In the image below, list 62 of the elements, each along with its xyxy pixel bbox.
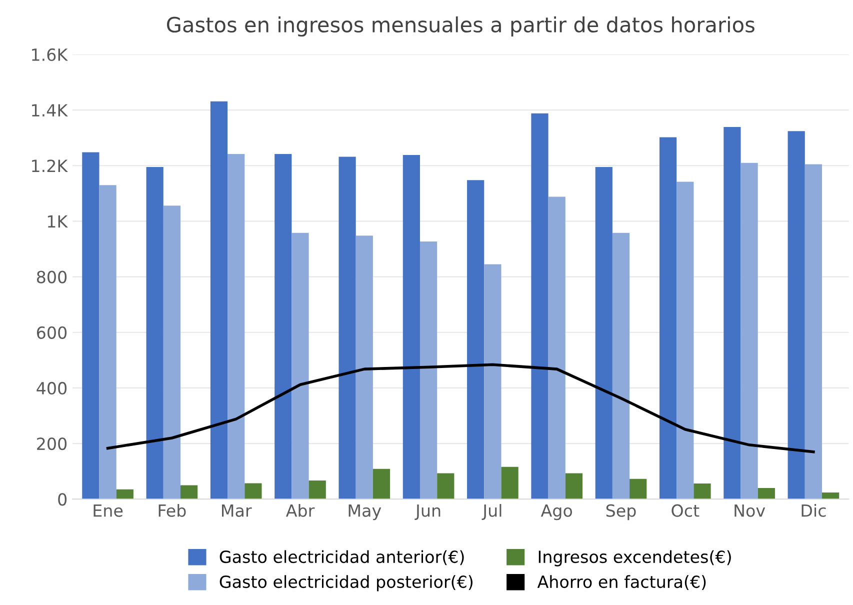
bar <box>420 241 438 500</box>
bar <box>758 488 775 500</box>
bar <box>437 473 454 500</box>
x-tick-label: Nov <box>734 504 766 517</box>
bar <box>338 156 356 500</box>
bar <box>676 182 694 500</box>
chart-title: Gastos en ingresos mensuales a partir de datos horarios <box>166 16 754 37</box>
x-tick-label: Sep <box>606 504 636 520</box>
y-tick-label: 600 <box>36 326 67 339</box>
bar <box>548 196 566 500</box>
bar <box>308 480 326 500</box>
legend-label: Gasto electricidad posterior(€) <box>220 575 472 592</box>
x-tick-label: Ene <box>94 504 123 517</box>
x-tick-label: May <box>348 504 382 520</box>
y-tick-label: 800 <box>36 270 67 284</box>
x-tick-label: Mar <box>222 504 252 517</box>
x-tick-label: Dic <box>802 504 826 517</box>
bar <box>402 155 420 500</box>
legend-label: Gasto electricidad anterior(€) <box>220 550 464 566</box>
legend-label: Ahorro en factura(€) <box>537 575 706 590</box>
y-tick-label: 200 <box>37 438 67 450</box>
bar <box>659 137 677 500</box>
x-tick-label: Oct <box>672 504 700 517</box>
bar <box>116 489 134 500</box>
bar <box>372 468 390 500</box>
bar <box>740 162 758 500</box>
y-tick-label: 0 <box>58 493 67 506</box>
bar <box>630 478 647 500</box>
bar <box>163 206 180 500</box>
bar <box>788 131 805 500</box>
bar <box>612 232 630 500</box>
bar <box>356 236 373 500</box>
bar <box>82 152 100 500</box>
bar <box>501 466 518 500</box>
x-tick-label: Jun <box>414 504 440 520</box>
legend-label: Ingresos excendetes(€) <box>538 550 731 566</box>
bar <box>694 484 711 500</box>
bar <box>484 264 502 500</box>
bar <box>210 101 228 500</box>
bar <box>531 113 548 500</box>
bar <box>99 185 116 500</box>
y-tick-label: 1.6K <box>32 48 68 62</box>
x-tick-label: Feb <box>158 504 186 517</box>
y-tick-label: 1K <box>48 215 68 228</box>
x-tick-label: Jul <box>482 504 502 520</box>
line-series <box>106 363 815 454</box>
bar <box>180 485 198 500</box>
bar <box>274 154 292 500</box>
x-tick-label: Ago <box>540 504 572 520</box>
bar <box>724 126 741 500</box>
y-tick-label: 400 <box>36 382 67 395</box>
bar <box>467 180 484 500</box>
bar <box>565 473 583 500</box>
bar <box>292 232 309 500</box>
bar <box>146 167 164 500</box>
bar <box>244 483 262 500</box>
x-tick-label: Abr <box>286 504 315 517</box>
bar <box>595 167 612 500</box>
y-tick-label: 1.4K <box>32 104 68 116</box>
bar <box>804 164 822 500</box>
y-tick-label: 1.2K <box>32 160 68 172</box>
bar <box>228 154 245 500</box>
